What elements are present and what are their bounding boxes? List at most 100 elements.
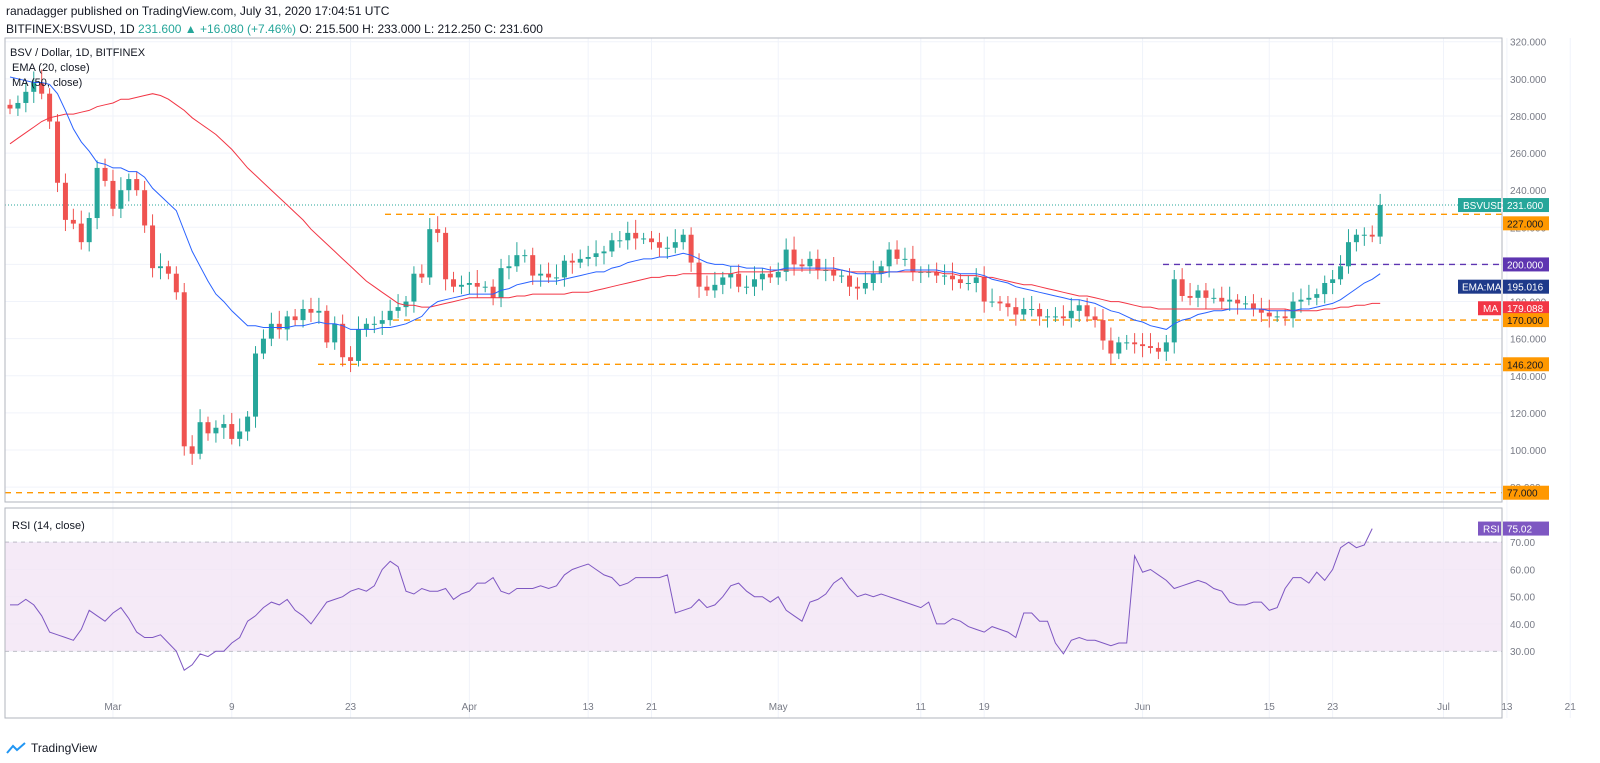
rsi-line: [10, 528, 1373, 671]
price-tick-label: 260.000: [1510, 149, 1547, 160]
candle: [1084, 305, 1090, 317]
candle: [1155, 347, 1161, 352]
price-pane-border: [4, 37, 1503, 503]
candle: [1322, 282, 1328, 295]
level-77-badge-bg: [1503, 485, 1549, 500]
candle: [1132, 342, 1138, 345]
last-price-badge-bg: [1503, 198, 1549, 213]
symbol-tag-text: BSVUSD: [1463, 201, 1504, 212]
candle: [910, 258, 916, 272]
candle: [324, 310, 330, 343]
price-change: 231.600 ▲ +16.080 (+7.46%): [138, 22, 297, 36]
candle: [7, 104, 13, 109]
rsi-tick-label: 30.00: [1510, 647, 1535, 658]
level-170-badge-bg: [1503, 313, 1549, 328]
candle: [221, 424, 227, 428]
candle: [775, 271, 781, 278]
candle: [94, 167, 100, 219]
candle: [593, 253, 599, 258]
candle: [585, 257, 591, 259]
candle: [561, 260, 567, 278]
candle: [1211, 297, 1217, 299]
candle: [839, 275, 845, 277]
candle: [142, 190, 148, 226]
ma-tag: MA: [1478, 301, 1501, 316]
price-tick-label: 240.000: [1510, 186, 1547, 197]
candle: [134, 179, 140, 191]
level-146-badge-bg: [1503, 357, 1549, 372]
candle: [348, 357, 354, 361]
candle: [815, 258, 821, 270]
time-tick-label: 23: [345, 702, 357, 713]
candle: [150, 225, 156, 269]
rsi-tag-text: RSI: [1483, 525, 1500, 536]
candle: [458, 284, 464, 287]
time-tick-label: 23: [1327, 702, 1339, 713]
candle: [482, 286, 488, 288]
rsi-tick-label: 50.00: [1510, 593, 1535, 604]
candle: [55, 121, 61, 183]
candle: [878, 266, 884, 274]
candle: [696, 262, 702, 287]
candle: [514, 255, 520, 267]
time-tick-label: 9: [229, 702, 235, 713]
candle: [308, 308, 314, 313]
legend-ma: MA (50, close): [12, 77, 82, 89]
candle: [498, 268, 504, 298]
time-tick-label: Mar: [104, 702, 122, 713]
price-tick-label: 100.000: [1510, 446, 1547, 457]
candle: [300, 308, 306, 321]
candle: [245, 416, 251, 432]
candle: [656, 242, 662, 248]
candle: [688, 234, 694, 263]
candle: [237, 431, 243, 439]
candle: [728, 273, 734, 278]
candle: [23, 91, 29, 103]
rsi-tick-label: 60.00: [1510, 565, 1535, 576]
candle: [1369, 234, 1375, 237]
candle: [1258, 308, 1264, 313]
candle: [157, 266, 163, 269]
time-tick-label: 21: [1565, 702, 1577, 713]
time-tick-label: 15: [1264, 702, 1276, 713]
legend-title: BSV / Dollar, 1D, BITFINEX: [10, 47, 146, 59]
candle: [284, 316, 290, 330]
candle: [1163, 342, 1169, 352]
candle: [553, 277, 559, 279]
ema-tag-text: EMA:MA: [1462, 283, 1502, 294]
candle: [363, 323, 369, 330]
candle: [1219, 297, 1225, 302]
candle: [712, 284, 718, 291]
candle: [110, 180, 116, 209]
candle: [1029, 308, 1035, 310]
candle: [181, 292, 187, 447]
candle: [1068, 310, 1074, 319]
ohlc-values: O: 215.500 H: 233.000 L: 212.250 C: 231.…: [299, 22, 543, 36]
candle: [569, 260, 575, 263]
candle: [538, 273, 544, 276]
candle: [173, 273, 179, 293]
candle: [1227, 299, 1233, 302]
candle: [799, 264, 805, 267]
candle: [870, 273, 876, 283]
candle: [1187, 295, 1193, 298]
candle: [506, 266, 512, 269]
candle: [902, 258, 908, 260]
candle: [736, 273, 742, 287]
candle: [997, 301, 1003, 304]
candle: [1100, 320, 1106, 341]
ema-line: [9, 76, 1381, 330]
candle: [949, 275, 955, 280]
tradingview-logo-icon: [6, 742, 26, 754]
price-tick-label: 120.000: [1510, 409, 1547, 420]
rsi-value-badge-text: 75.02: [1507, 525, 1532, 536]
candle: [1116, 342, 1122, 354]
candle: [229, 424, 235, 439]
candle: [1171, 279, 1177, 343]
candle: [522, 255, 528, 257]
candle: [340, 323, 346, 358]
candle: [1274, 316, 1280, 318]
candles: [7, 69, 1383, 465]
candle: [466, 282, 472, 285]
